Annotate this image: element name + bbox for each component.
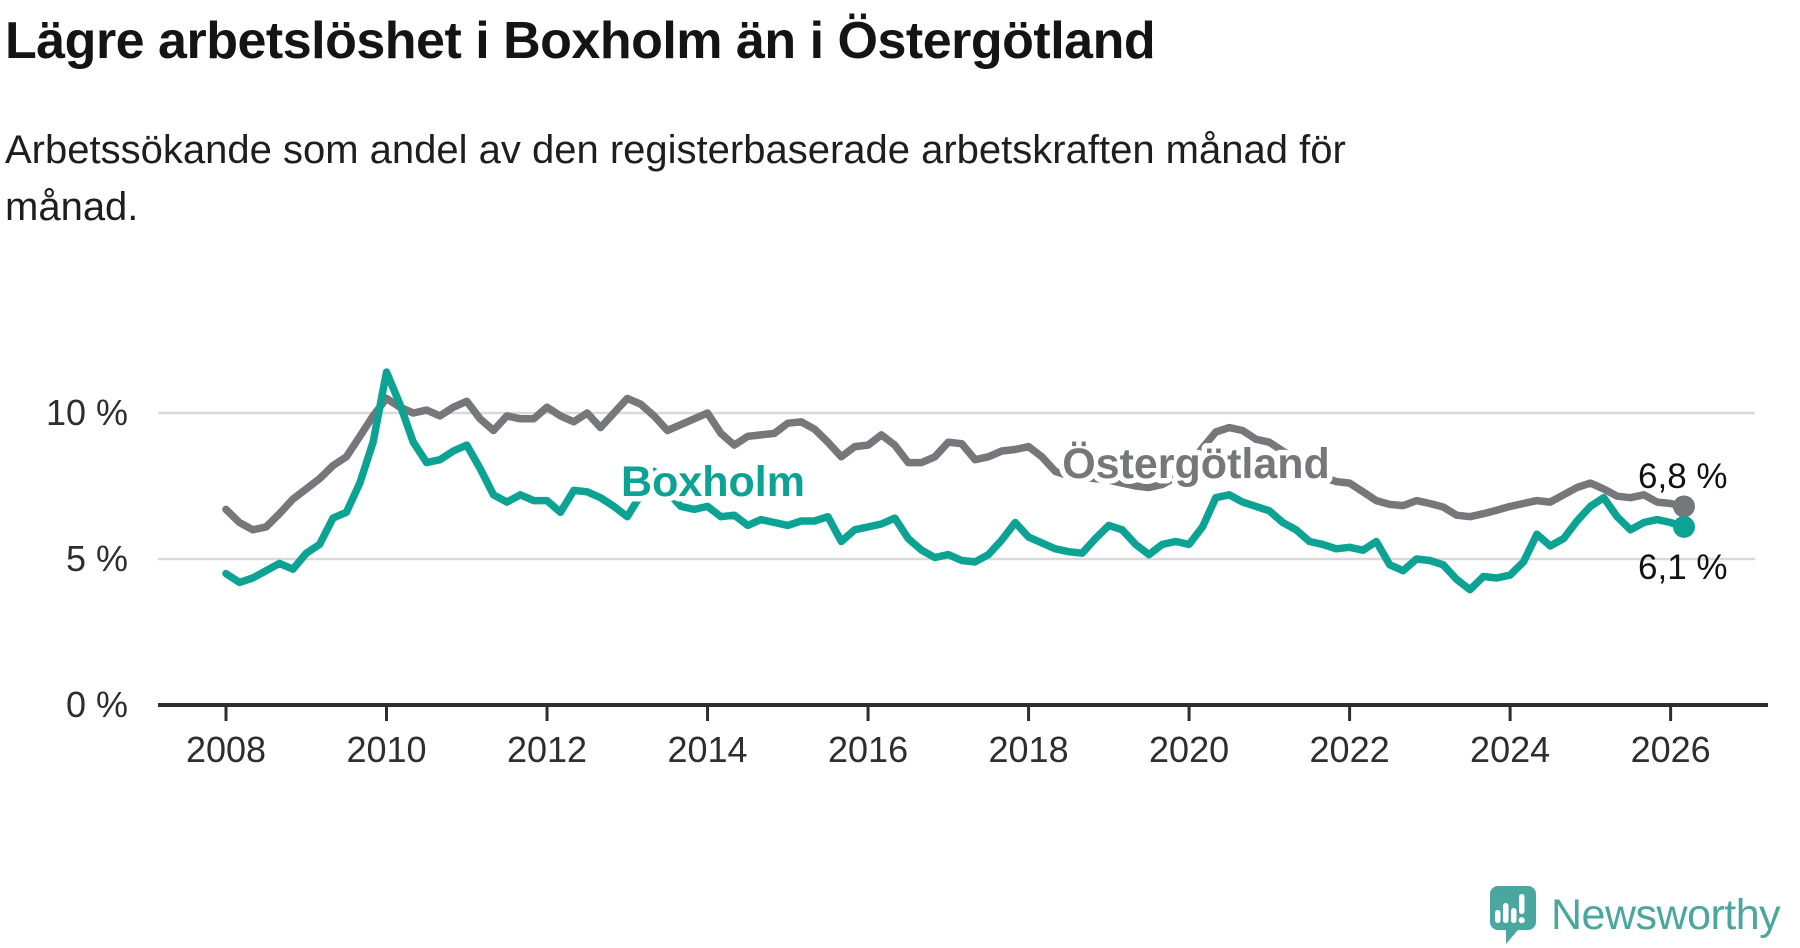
x-axis-label-2018: 2018 [989,729,1069,770]
newsworthy-logo-icon [1490,886,1536,944]
x-axis-label-2026: 2026 [1631,729,1711,770]
end-value-label-boxholm: 6,1 % [1638,548,1728,587]
newsworthy-logo-text: Newsworthy [1551,890,1781,939]
x-axis-label-2008: 2008 [186,729,266,770]
x-axis-label-2014: 2014 [667,729,747,770]
y-axis-label-0pct: 0 % [66,684,128,725]
y-axis-label-5pct: 5 % [66,538,128,579]
chart-title: Lägre arbetslöshet i Boxholm än i Österg… [5,12,1156,70]
chart-subtitle: Arbetssökande som andel av den registerb… [5,128,1346,229]
x-axis-label-2016: 2016 [828,729,908,770]
x-axis-label-2022: 2022 [1310,729,1390,770]
x-axis-label-2012: 2012 [507,729,587,770]
series-end-dot-boxholm [1672,515,1695,538]
x-axis-label-2020: 2020 [1149,729,1229,770]
x-axis-label-2024: 2024 [1470,729,1550,770]
newsworthy-logo: Newsworthy [1486,884,1781,946]
series-line-boxholm [222,368,1688,594]
series-end-dot-ostergotland [1672,495,1695,518]
series-label-boxholm: Boxholm [621,458,805,506]
series-line-ostergotland [222,394,1688,534]
series-label-ostergotland: Östergötland [1062,440,1330,488]
y-axis-label-10pct: 10 % [46,392,128,433]
end-value-label-ostergotland: 6,8 % [1638,457,1728,496]
x-axis-label-2010: 2010 [346,729,426,770]
